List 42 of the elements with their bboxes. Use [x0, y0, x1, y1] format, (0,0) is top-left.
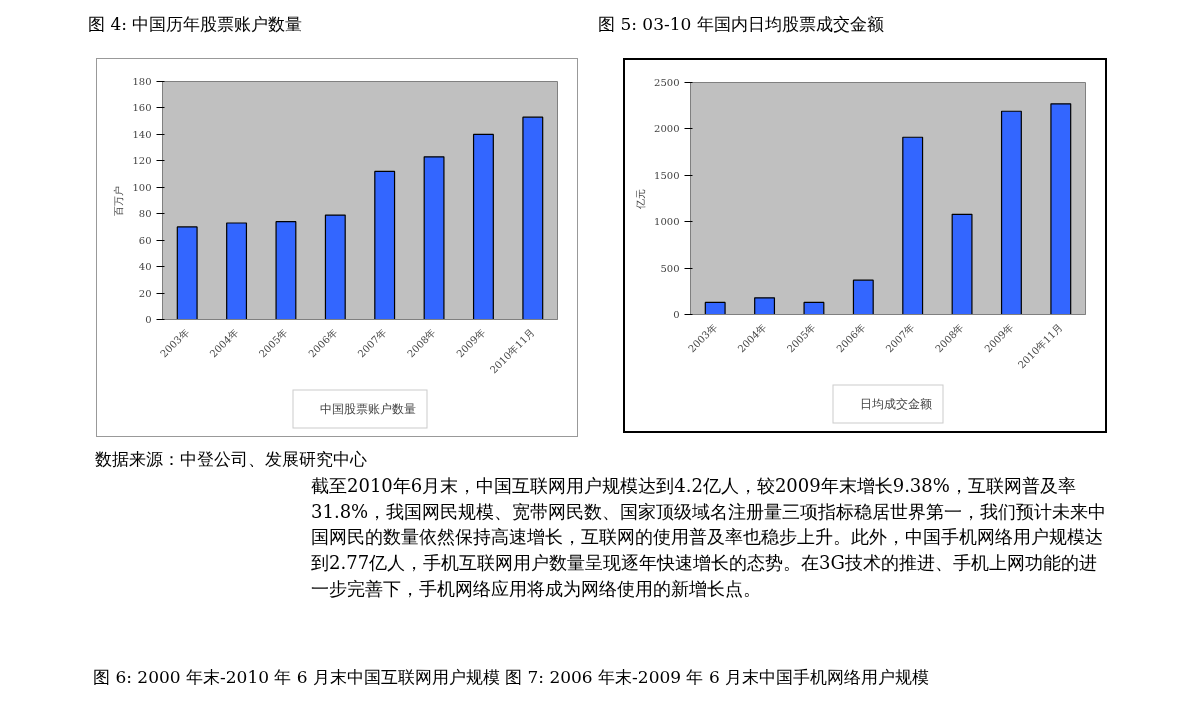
text: 截至2010年6月末，中国互联网用户规模达到4.2亿人，较2009年末增长9.38%，互联网普及率31.8%，我国网民规模、宽带网民数、国家顶级域名注册量三项指标稳居世界第一，我们预计未来中国网民的数量依然保持高速增长，互联网的使用普及率也稳步上升。此外，中国手机网络用户规模达到2.77亿人，手机互联网用户数量呈现逐年快速增长的态势。在3G技术的推进、手机上网功能的进一步完善下，手机网络应用将成为网络使用的新增长点。	[311, 474, 1108, 601]
y-tick-label: 140	[132, 128, 152, 140]
bar	[803, 301, 825, 315]
bar	[902, 136, 924, 315]
y-tick-label: 80	[138, 208, 152, 220]
bar	[472, 133, 494, 320]
caption: 图 6: 2000 年末-2010 年 6 月末中国互联网用户规模	[92, 667, 501, 687]
y-tick-label: 60	[138, 234, 152, 246]
bar	[704, 301, 726, 315]
chart-title: 图 5: 03-10 年国内日均股票成交金额	[598, 13, 884, 36]
y-axis-title: 百万户	[113, 185, 125, 216]
y-tick-label: 0	[673, 309, 680, 320]
y-tick-label: 1500	[654, 169, 680, 181]
y-tick-label: 2500	[654, 77, 680, 88]
y-tick-label: 160	[132, 102, 152, 114]
bar	[423, 156, 445, 320]
y-tick-label: 20	[138, 287, 152, 299]
bar	[852, 279, 874, 315]
y-tick-label: 100	[132, 181, 152, 193]
y-tick-label: 40	[138, 261, 152, 273]
chart-title: 图 4: 中国历年股票账户数量	[88, 13, 303, 36]
y-tick-label: 500	[660, 262, 680, 274]
bar	[324, 214, 346, 320]
bar	[226, 222, 248, 320]
text: 中国股票账户数量	[320, 400, 416, 418]
bar	[754, 297, 776, 315]
bar	[176, 226, 198, 320]
bar	[374, 170, 396, 320]
y-tick-label: 1000	[654, 216, 680, 228]
caption: 图 7: 2006 年末-2009 年 6 月末中国手机网络用户规模	[504, 667, 930, 687]
y-tick-label: 120	[132, 155, 152, 167]
y-axis-title: 亿元	[635, 188, 647, 210]
source-note: 数据来源：中登公司、发展研究中心	[95, 448, 367, 471]
y-tick-label: 180	[132, 76, 152, 87]
bar	[1050, 103, 1072, 315]
bar	[1000, 110, 1022, 315]
bar	[951, 213, 973, 315]
bar	[275, 221, 297, 320]
bar	[522, 116, 544, 320]
y-tick-label: 2000	[654, 123, 680, 135]
text: 日均成交金额	[860, 395, 932, 413]
y-tick-label: 0	[145, 314, 152, 325]
